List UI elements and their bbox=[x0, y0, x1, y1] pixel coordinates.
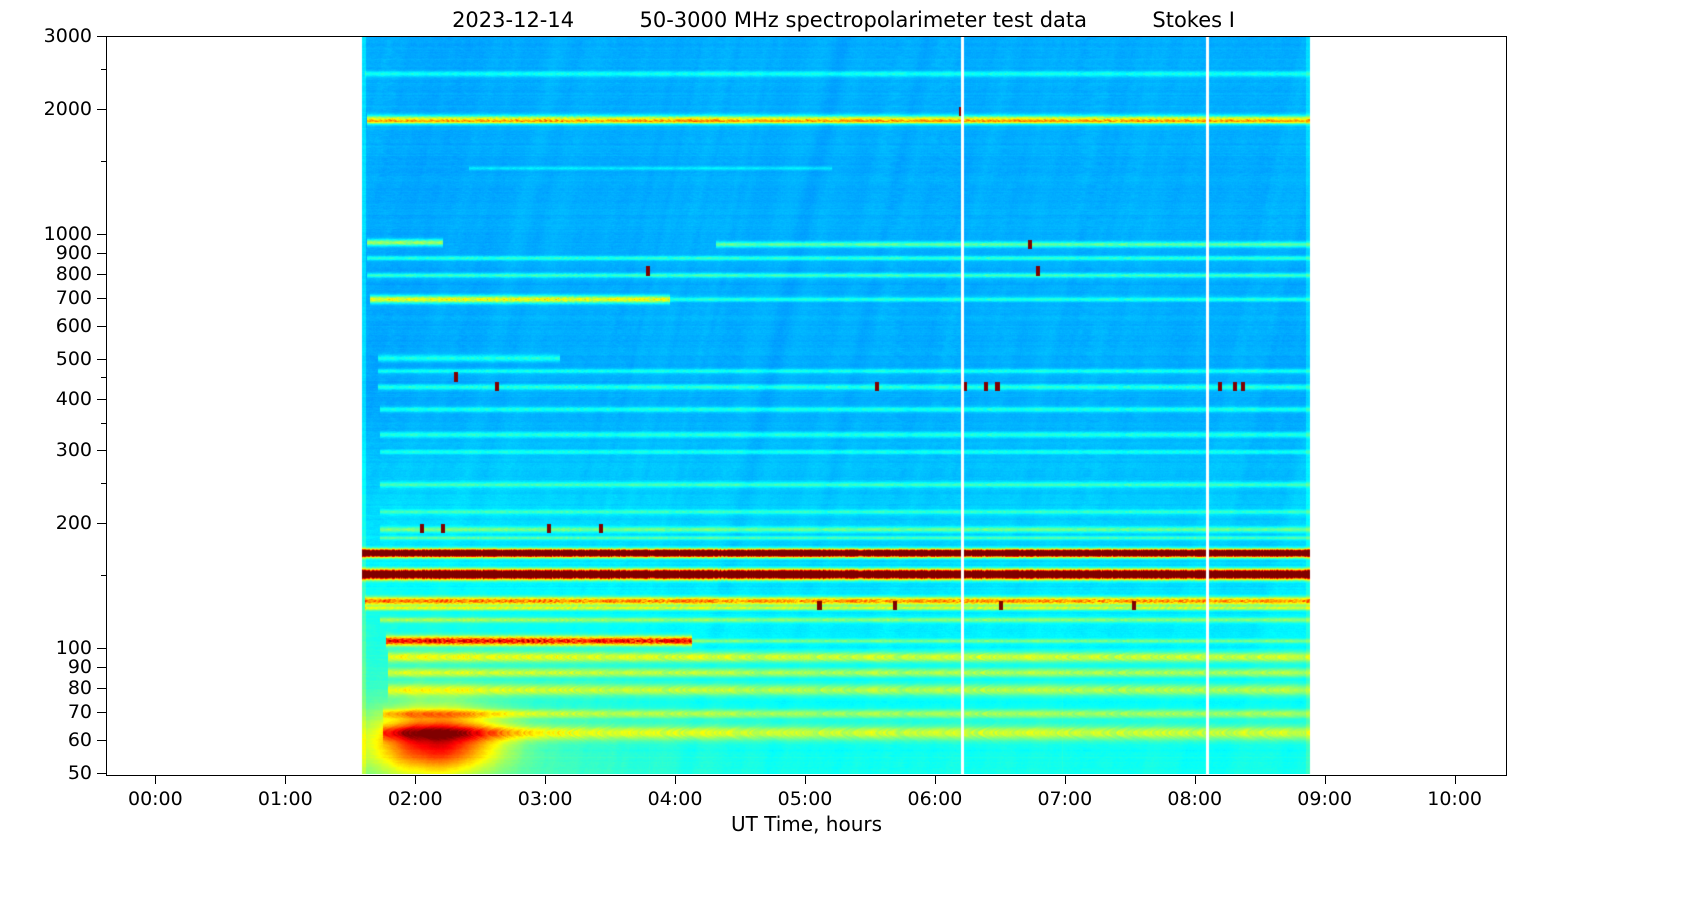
x-tick-major bbox=[285, 776, 287, 784]
y-tick-major bbox=[97, 297, 106, 299]
title-stokes: Stokes I bbox=[1152, 8, 1235, 32]
y-tick-label: 100 bbox=[55, 637, 92, 660]
x-tick-label: 10:00 bbox=[1427, 788, 1483, 810]
y-tick-label: 400 bbox=[55, 387, 92, 410]
x-tick-major bbox=[675, 776, 677, 784]
x-tick-label: 04:00 bbox=[647, 788, 703, 810]
x-tick-label: 06:00 bbox=[907, 788, 963, 810]
x-tick-major bbox=[934, 776, 936, 784]
x-tick-label: 02:00 bbox=[387, 788, 443, 810]
y-tick-label: 50 bbox=[67, 762, 92, 784]
y-tick-label: 90 bbox=[67, 656, 92, 679]
y-tick-label: 1000 bbox=[43, 222, 92, 245]
x-tick-major bbox=[545, 776, 547, 784]
y-tick-label: 2000 bbox=[43, 97, 92, 120]
x-tick-major bbox=[415, 776, 417, 784]
y-tick-major bbox=[97, 233, 106, 235]
y-tick-label: 300 bbox=[55, 439, 92, 462]
x-tick-label: 07:00 bbox=[1037, 788, 1093, 810]
y-tick-major bbox=[97, 740, 106, 742]
y-tick-major bbox=[97, 773, 106, 774]
y-tick-minor bbox=[101, 422, 106, 424]
title-instrument: 50-3000 MHz spectropolarimeter test data bbox=[639, 8, 1087, 32]
x-tick-major bbox=[1454, 776, 1456, 784]
x-tick-major bbox=[1064, 776, 1066, 784]
x-tick-major bbox=[1194, 776, 1196, 784]
x-tick-label: 09:00 bbox=[1297, 788, 1353, 810]
x-tick-label: 03:00 bbox=[517, 788, 573, 810]
y-tick-label: 3000 bbox=[43, 25, 92, 47]
y-tick-major bbox=[97, 648, 106, 650]
y-tick-major bbox=[97, 325, 106, 327]
y-tick-major bbox=[97, 450, 106, 452]
y-tick-major bbox=[97, 108, 106, 110]
x-tick-label: 08:00 bbox=[1167, 788, 1223, 810]
y-tick-label: 700 bbox=[55, 286, 92, 309]
y-tick-minor bbox=[101, 160, 106, 162]
y-tick-major bbox=[97, 688, 106, 690]
y-tick-label: 800 bbox=[55, 262, 92, 285]
y-tick-major bbox=[97, 273, 106, 275]
title-date: 2023-12-14 bbox=[452, 8, 575, 32]
y-tick-major bbox=[97, 36, 106, 37]
y-tick-major bbox=[97, 667, 106, 669]
x-tick-major bbox=[155, 776, 157, 784]
y-tick-label: 600 bbox=[55, 314, 92, 337]
y-tick-label: 500 bbox=[55, 347, 92, 370]
x-tick-major bbox=[805, 776, 806, 784]
y-tick-major bbox=[97, 398, 106, 400]
x-axis: 00:00 01:00 02:00 03:00 04:00 05:00 06:00 07:00… bbox=[106, 776, 1507, 836]
x-tick-label: 00:00 bbox=[127, 788, 183, 810]
y-tick-label: 60 bbox=[67, 729, 92, 752]
spectrogram-canvas bbox=[107, 37, 1505, 774]
plot-axes bbox=[106, 36, 1507, 776]
x-tick-label: 05:00 bbox=[777, 788, 833, 810]
y-tick-label: 900 bbox=[55, 241, 92, 264]
x-axis-label: UT Time, hours bbox=[730, 812, 883, 836]
y-tick-major bbox=[97, 712, 106, 714]
y-tick-minor bbox=[101, 377, 106, 379]
y-tick-label: 80 bbox=[67, 677, 92, 700]
y-tick-major bbox=[97, 358, 106, 360]
y-tick-minor bbox=[101, 68, 106, 70]
y-axis: 3000 2000 1000 900 800 700 600 500 400 300 200 100 9… bbox=[0, 25, 106, 784]
y-tick-label: 70 bbox=[67, 701, 92, 724]
y-tick-minor bbox=[101, 575, 106, 577]
y-tick-minor bbox=[101, 483, 106, 485]
y-tick-major bbox=[97, 523, 106, 525]
figure-title: 2023-12-14 50-3000 MHz spectropolarimete… bbox=[0, 8, 1687, 32]
x-tick-label: 01:00 bbox=[257, 788, 313, 810]
x-tick-major bbox=[1324, 776, 1326, 784]
y-tick-label: 200 bbox=[55, 512, 92, 535]
y-tick-major bbox=[97, 252, 106, 254]
